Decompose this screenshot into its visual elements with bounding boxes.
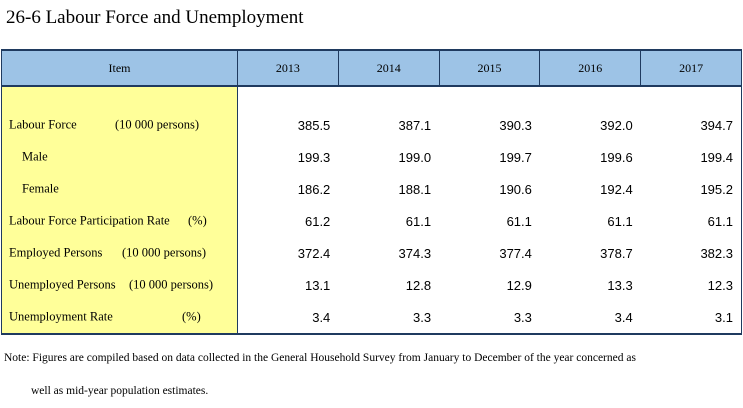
- page-title: 26-6 Labour Force and Unemployment: [6, 7, 304, 28]
- column-header-year: 2015: [438, 49, 541, 87]
- value-cell: 374.3: [398, 245, 432, 261]
- column-header-year: 2016: [539, 49, 642, 87]
- row-label: Labour Force Participation Rate: [9, 213, 170, 228]
- table-row: Employed Persons (10 000 persons) 372.4 …: [1, 237, 742, 269]
- row-label-cell: Unemployed Persons (10 000 persons): [1, 269, 238, 301]
- row-unit: (%): [182, 309, 201, 324]
- row-label: Female: [22, 181, 59, 196]
- value-cell: 61.1: [607, 213, 633, 229]
- row-unit: (10 000 persons): [129, 277, 214, 292]
- value-cell: 12.8: [405, 277, 432, 293]
- row-label-cell: Unemployment Rate (%): [1, 301, 238, 334]
- value-cell: 378.7: [600, 245, 633, 261]
- row-label-cell: Male: [1, 141, 238, 173]
- row-label: Male: [22, 149, 48, 164]
- row-label: Employed Persons: [9, 245, 103, 260]
- labour-force-table: Item 2013 2014 2015 2016 2017 Labour For…: [1, 49, 742, 335]
- value-cell: 13.1: [304, 277, 331, 293]
- row-unit: (10 000 persons): [122, 245, 207, 260]
- footnote: Note: Figures are compiled based on data…: [4, 350, 636, 397]
- value-cell: 61.1: [707, 213, 733, 229]
- row-label: Labour Force: [9, 117, 77, 132]
- value-cell: 188.1: [398, 181, 432, 197]
- value-cell: 385.5: [297, 117, 331, 133]
- value-cell: 3.1: [714, 309, 733, 325]
- value-cell: 390.3: [499, 117, 532, 133]
- value-cell: 3.3: [513, 309, 532, 325]
- value-cell: 199.7: [499, 149, 532, 165]
- table-spacer-row: [1, 86, 742, 109]
- value-cell: 12.3: [707, 277, 733, 293]
- value-cell: 61.1: [405, 213, 432, 229]
- value-cell: 377.4: [499, 245, 532, 261]
- value-cell: 199.0: [398, 149, 432, 165]
- value-cell: 61.1: [506, 213, 532, 229]
- table-row: Male 199.3 199.0 199.7 199.6 199.4: [1, 141, 742, 173]
- footnote-line-1: Note: Figures are compiled based on data…: [4, 352, 636, 364]
- value-cell: 392.0: [600, 117, 633, 133]
- row-unit: (%): [188, 213, 207, 228]
- value-cell: 61.2: [304, 213, 331, 229]
- row-label: Unemployment Rate: [9, 309, 113, 324]
- value-cell: 192.4: [600, 181, 633, 197]
- footnote-line-2: well as mid-year population estimates.: [31, 385, 209, 397]
- value-cell: 372.4: [297, 245, 331, 261]
- value-cell: 394.7: [700, 117, 733, 133]
- row-label-cell: Employed Persons (10 000 persons): [1, 237, 238, 269]
- table-row: Female 186.2 188.1 190.6 192.4 195.2: [1, 173, 742, 205]
- row-label: Unemployed Persons: [9, 277, 116, 292]
- row-label-cell: Female: [1, 173, 238, 205]
- table-header-row: Item 2013 2014 2015 2016 2017: [1, 49, 742, 87]
- table-row: Unemployment Rate (%) 3.4 3.3 3.3 3.4 3.…: [1, 301, 742, 334]
- value-cell: 199.4: [700, 149, 733, 165]
- value-cell: 3.3: [413, 309, 432, 325]
- table-row: Labour Force Participation Rate (%) 61.2…: [1, 205, 742, 237]
- column-header-year: 2013: [237, 49, 339, 87]
- value-cell: 190.6: [499, 181, 532, 197]
- value-cell: 382.3: [700, 245, 733, 261]
- column-header-year: 2017: [640, 49, 742, 87]
- row-label-cell: Labour Force (10 000 persons): [1, 109, 238, 141]
- value-cell: 3.4: [614, 309, 633, 325]
- column-header-item: Item: [1, 49, 238, 87]
- value-cell: 13.3: [607, 277, 633, 293]
- row-label-cell: Labour Force Participation Rate (%): [1, 205, 238, 237]
- value-cell: 199.6: [600, 149, 633, 165]
- value-cell: 387.1: [398, 117, 432, 133]
- value-cell: 3.4: [312, 309, 331, 325]
- value-cell: 199.3: [297, 149, 331, 165]
- column-header-year: 2014: [337, 49, 440, 87]
- row-unit: (10 000 persons): [115, 117, 200, 132]
- value-cell: 186.2: [297, 181, 331, 197]
- value-cell: 195.2: [700, 181, 733, 197]
- table-row: Unemployed Persons (10 000 persons) 13.1…: [1, 269, 742, 301]
- value-cell: 12.9: [506, 277, 532, 293]
- table-row: Labour Force (10 000 persons) 385.5 387.…: [1, 109, 742, 141]
